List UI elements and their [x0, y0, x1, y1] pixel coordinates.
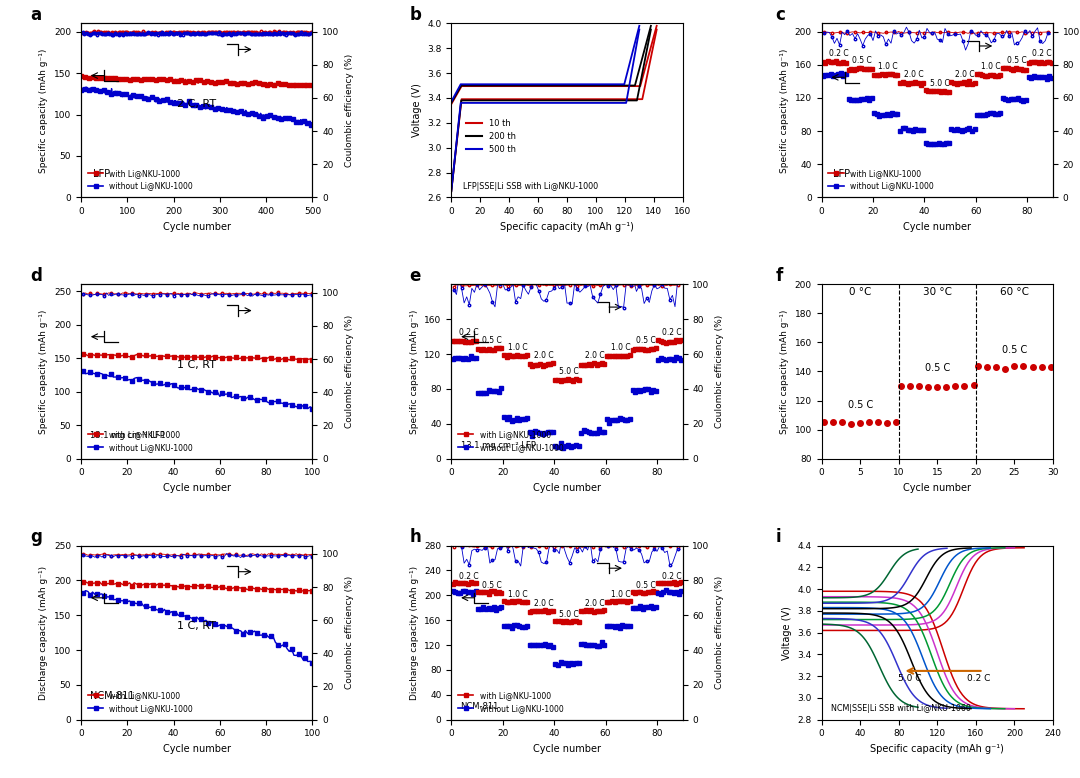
X-axis label: Cycle number: Cycle number — [163, 222, 231, 232]
X-axis label: Cycle number: Cycle number — [903, 483, 971, 492]
Y-axis label: Voltage (V): Voltage (V) — [411, 83, 421, 137]
Text: i: i — [775, 528, 781, 546]
Y-axis label: Discharge capacity (mAh g⁻¹): Discharge capacity (mAh g⁻¹) — [409, 566, 419, 699]
Text: 0.5 C: 0.5 C — [848, 400, 873, 410]
Y-axis label: Specific capacity (mAh g⁻¹): Specific capacity (mAh g⁻¹) — [40, 48, 49, 173]
Text: a: a — [30, 6, 41, 24]
Y-axis label: Coulombic efficiency (%): Coulombic efficiency (%) — [345, 576, 354, 689]
Legend: 10 th, 200 th, 500 th: 10 th, 200 th, 500 th — [462, 115, 519, 157]
Text: NCM|SSE|Li SSB with Li@NKU-1060: NCM|SSE|Li SSB with Li@NKU-1060 — [831, 704, 971, 713]
Text: 5.0 C: 5.0 C — [559, 367, 579, 376]
Text: f: f — [775, 267, 783, 285]
Text: NCM-811: NCM-811 — [460, 703, 499, 711]
Text: LFP: LFP — [833, 169, 850, 178]
Text: 0.5 C: 0.5 C — [636, 581, 657, 590]
Text: 0.5 C: 0.5 C — [1007, 56, 1026, 65]
X-axis label: Specific capacity (mAh g⁻¹): Specific capacity (mAh g⁻¹) — [870, 744, 1004, 754]
X-axis label: Specific capacity (mAh g⁻¹): Specific capacity (mAh g⁻¹) — [500, 222, 634, 232]
Text: 13.1 mg cm⁻² LFP: 13.1 mg cm⁻² LFP — [460, 441, 536, 450]
Text: 1.0 C: 1.0 C — [878, 62, 897, 71]
Text: 1 C, RT: 1 C, RT — [177, 621, 216, 631]
Text: 5.0 C: 5.0 C — [897, 675, 921, 683]
Text: 0.2 C: 0.2 C — [829, 50, 849, 58]
Text: 2.0 C: 2.0 C — [585, 352, 605, 360]
Y-axis label: Discharge capacity (mAh g⁻¹): Discharge capacity (mAh g⁻¹) — [40, 566, 49, 699]
Legend: with Li@NKU-1000, without Li@NKU-1000: with Li@NKU-1000, without Li@NKU-1000 — [825, 166, 936, 194]
Text: 1.0 C: 1.0 C — [610, 343, 631, 352]
Text: 1.0 C: 1.0 C — [508, 591, 527, 599]
Text: 0.5 C: 0.5 C — [482, 336, 502, 345]
Text: 2.0 C: 2.0 C — [585, 600, 605, 608]
Text: 1.0 C: 1.0 C — [981, 62, 1001, 71]
Y-axis label: Voltage (V): Voltage (V) — [782, 606, 792, 660]
Text: 1.0 C: 1.0 C — [610, 591, 631, 599]
Text: 5.0 C: 5.0 C — [559, 610, 579, 619]
X-axis label: Cycle number: Cycle number — [534, 744, 600, 754]
Text: d: d — [30, 267, 42, 285]
X-axis label: Cycle number: Cycle number — [903, 222, 971, 232]
Y-axis label: Coulombic efficiency (%): Coulombic efficiency (%) — [345, 315, 354, 428]
Text: 30 °C: 30 °C — [922, 286, 951, 296]
Y-axis label: Coulombic efficiency (%): Coulombic efficiency (%) — [345, 54, 354, 167]
Legend: with Li@NKU-1000, without Li@NKU-1000: with Li@NKU-1000, without Li@NKU-1000 — [85, 166, 197, 194]
Legend: with Li@NKU-1000, without Li@NKU-1000: with Li@NKU-1000, without Li@NKU-1000 — [455, 427, 566, 454]
Y-axis label: Coulombic efficiency (%): Coulombic efficiency (%) — [715, 576, 725, 689]
Text: 0.2 C: 0.2 C — [459, 572, 478, 580]
Text: 2.0 C: 2.0 C — [956, 70, 975, 79]
Text: LFP|SSE|Li SSB with Li@NKU-1000: LFP|SSE|Li SSB with Li@NKU-1000 — [463, 182, 598, 191]
Legend: with Li@NKU-1000, without Li@NKU-1000: with Li@NKU-1000, without Li@NKU-1000 — [85, 427, 197, 454]
Y-axis label: Specific capacity (mAh g⁻¹): Specific capacity (mAh g⁻¹) — [780, 48, 789, 173]
Text: 0.5 C: 0.5 C — [636, 336, 657, 345]
Text: 60 °C: 60 °C — [1000, 286, 1029, 296]
Text: NCM-811: NCM-811 — [91, 691, 135, 701]
Text: 1.0 C: 1.0 C — [508, 343, 527, 352]
Text: 5.0 C: 5.0 C — [930, 79, 949, 87]
Legend: with Li@NKU-1000, without Li@NKU-1000: with Li@NKU-1000, without Li@NKU-1000 — [455, 688, 566, 716]
Text: 0.2 C: 0.2 C — [662, 328, 681, 337]
Text: 0.5 C: 0.5 C — [1002, 345, 1027, 355]
Text: 2.0 C: 2.0 C — [904, 70, 923, 79]
Text: h: h — [409, 528, 421, 546]
X-axis label: Cycle number: Cycle number — [163, 744, 231, 754]
Text: 1 C, RT: 1 C, RT — [177, 360, 216, 370]
Text: 0.2 C: 0.2 C — [1032, 50, 1052, 58]
Y-axis label: Specific capacity (mAh g⁻¹): Specific capacity (mAh g⁻¹) — [780, 310, 789, 433]
Text: b: b — [409, 6, 421, 24]
X-axis label: Cycle number: Cycle number — [534, 483, 600, 492]
Text: 0.2 C: 0.2 C — [968, 675, 990, 683]
Legend: with Li@NKU-1000, without Li@NKU-1000: with Li@NKU-1000, without Li@NKU-1000 — [85, 688, 197, 716]
Text: g: g — [30, 528, 42, 546]
Text: 13.1 mg cm⁻² LFP: 13.1 mg cm⁻² LFP — [91, 431, 165, 440]
Text: 2.0 C: 2.0 C — [534, 600, 553, 608]
Y-axis label: Specific capacity (mAh g⁻¹): Specific capacity (mAh g⁻¹) — [40, 310, 49, 433]
Text: c: c — [775, 6, 785, 24]
Text: e: e — [409, 267, 421, 285]
Text: 2.0 C: 2.0 C — [534, 352, 553, 360]
Text: 2 C, RT: 2 C, RT — [177, 99, 216, 109]
Text: 0.5 C: 0.5 C — [852, 56, 873, 65]
Text: 0.2 C: 0.2 C — [662, 572, 681, 580]
Y-axis label: Specific capacity (mAh g⁻¹): Specific capacity (mAh g⁻¹) — [409, 310, 419, 433]
Text: 0 °C: 0 °C — [849, 286, 872, 296]
Text: LFP: LFP — [93, 169, 110, 178]
Text: 0.2 C: 0.2 C — [459, 328, 478, 337]
Text: 0.5 C: 0.5 C — [482, 581, 502, 590]
Y-axis label: Coulombic efficiency (%): Coulombic efficiency (%) — [715, 315, 725, 428]
X-axis label: Cycle number: Cycle number — [163, 483, 231, 492]
Text: 0.5 C: 0.5 C — [924, 363, 950, 373]
